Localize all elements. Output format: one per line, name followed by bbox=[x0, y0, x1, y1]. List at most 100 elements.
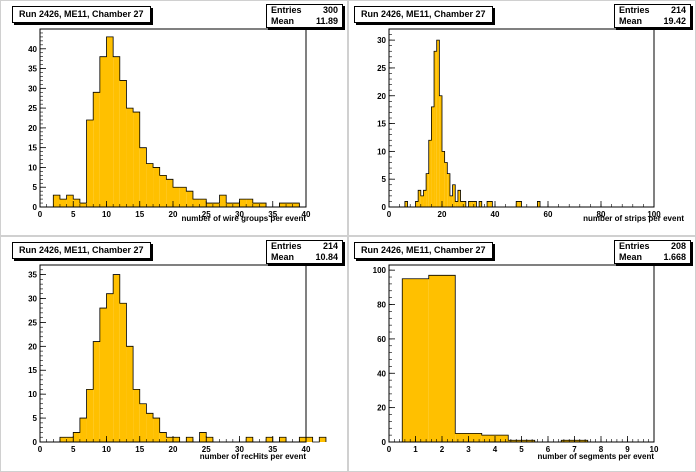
y-tick-label: 100 bbox=[373, 266, 387, 275]
x-tick-label: 10 bbox=[102, 210, 111, 219]
stats-value: 214 bbox=[322, 241, 338, 251]
stats-label: Mean bbox=[271, 16, 295, 26]
histogram-bar bbox=[139, 403, 147, 442]
y-tick-label: 15 bbox=[28, 144, 37, 153]
stats-value: 300 bbox=[322, 5, 338, 15]
y-tick-label: 15 bbox=[377, 120, 386, 129]
histogram-bar bbox=[106, 36, 114, 208]
y-tick-label: 0 bbox=[382, 438, 387, 447]
histogram-bar bbox=[489, 201, 493, 207]
histogram-bar bbox=[239, 199, 247, 207]
x-tick-label: 6 bbox=[546, 445, 551, 454]
histogram-bar bbox=[146, 163, 154, 207]
histogram-bar bbox=[166, 179, 173, 207]
histogram-bar bbox=[73, 432, 80, 442]
histogram-bar bbox=[146, 413, 154, 442]
y-tick-label: 20 bbox=[28, 124, 37, 133]
stats-label: Entries bbox=[271, 241, 302, 251]
histogram-title: Run 2426, ME11, Chamber 27 bbox=[354, 6, 493, 23]
histogram-bar bbox=[212, 203, 220, 207]
stats-value: 1.668 bbox=[663, 252, 686, 262]
stats-label: Entries bbox=[619, 241, 650, 251]
histogram-bar bbox=[53, 195, 60, 207]
histogram-bar bbox=[179, 187, 187, 207]
x-tick-label: 7 bbox=[572, 445, 577, 454]
stats-label: Mean bbox=[619, 252, 643, 262]
x-tick-label: 5 bbox=[519, 445, 524, 454]
y-tick-label: 5 bbox=[33, 414, 38, 423]
stats-box: Entries 214 Mean 10.84 bbox=[266, 240, 343, 264]
x-tick-label: 2 bbox=[440, 445, 445, 454]
panel-wire-groups: 0 5 10 15 20 25 30 35 40 0 5 10 15 20 25 30 35 40 Run 242… bbox=[0, 0, 348, 236]
y-tick-label: 40 bbox=[28, 45, 37, 54]
histogram-bar bbox=[93, 341, 100, 442]
stats-value: 214 bbox=[670, 5, 686, 15]
histogram-bar bbox=[106, 293, 114, 442]
histogram-bar bbox=[59, 199, 67, 207]
x-axis-label: number of segments per event bbox=[537, 452, 654, 461]
histogram-bar bbox=[402, 278, 429, 442]
histogram-bar bbox=[457, 190, 461, 207]
histogram-bar bbox=[306, 437, 313, 442]
y-tick-label: 60 bbox=[377, 335, 386, 344]
histogram-bar bbox=[455, 201, 458, 207]
y-tick-label: 10 bbox=[28, 390, 37, 399]
histogram-bar bbox=[119, 303, 127, 442]
histogram-bar bbox=[219, 195, 227, 207]
histogram-bar bbox=[518, 201, 522, 207]
histogram-title: Run 2426, ME11, Chamber 27 bbox=[354, 242, 493, 259]
x-tick-label: 15 bbox=[135, 210, 144, 219]
histogram-bar bbox=[79, 418, 87, 442]
histogram-bar bbox=[126, 346, 134, 442]
histogram-bar bbox=[99, 308, 107, 442]
histogram-bar bbox=[186, 437, 193, 442]
histogram-bar bbox=[442, 151, 445, 207]
histogram-bar bbox=[537, 201, 541, 207]
stats-box: Entries 214 Mean 19.42 bbox=[614, 4, 691, 28]
histogram-bar bbox=[86, 119, 94, 207]
y-tick-label: 30 bbox=[377, 36, 386, 45]
histogram-bar bbox=[439, 95, 442, 207]
histogram-bar bbox=[232, 203, 240, 207]
stats-label: Mean bbox=[271, 252, 295, 262]
x-tick-label: 1 bbox=[413, 445, 418, 454]
stats-label: Entries bbox=[619, 5, 650, 15]
stats-value: 19.42 bbox=[663, 16, 686, 26]
histogram-bar bbox=[133, 112, 140, 207]
plot-frame bbox=[40, 29, 306, 207]
histogram-bar bbox=[173, 437, 180, 442]
y-tick-label: 30 bbox=[28, 294, 37, 303]
x-axis-label: number of strips per event bbox=[583, 214, 684, 223]
histogram-bar bbox=[199, 199, 207, 207]
y-tick-label: 0 bbox=[33, 438, 38, 447]
x-axis-label: number of recHits per event bbox=[199, 452, 306, 461]
y-tick-label: 15 bbox=[28, 366, 37, 375]
histogram-bar bbox=[415, 201, 419, 207]
x-tick-label: 35 bbox=[268, 210, 277, 219]
histogram-bar bbox=[73, 199, 80, 207]
histogram-bar bbox=[159, 432, 167, 442]
histogram-bar bbox=[159, 175, 167, 207]
x-axis-label: number of wire groups per event bbox=[181, 214, 306, 223]
histogram-bar bbox=[113, 56, 120, 207]
histogram-bar bbox=[59, 437, 67, 442]
x-tick-label: 20 bbox=[169, 210, 178, 219]
histogram-bar bbox=[460, 201, 464, 207]
y-tick-label: 0 bbox=[382, 203, 387, 212]
x-tick-label: 35 bbox=[268, 445, 277, 454]
x-tick-label: 40 bbox=[302, 210, 311, 219]
histogram-outline bbox=[52, 36, 300, 208]
histogram-bar bbox=[452, 184, 456, 207]
stats-value: 208 bbox=[670, 241, 686, 251]
histogram-plot: 0 5 10 15 20 25 30 35 40 0 5 10 15 20 25 30 35 40 bbox=[0, 0, 348, 236]
histogram-bar bbox=[471, 201, 474, 207]
histogram-bar bbox=[426, 173, 429, 207]
histogram-bar bbox=[113, 274, 120, 442]
y-tick-label: 80 bbox=[377, 301, 386, 310]
histogram-bar bbox=[66, 437, 74, 442]
y-tick-label: 0 bbox=[33, 203, 38, 212]
histogram-bar bbox=[133, 389, 140, 442]
y-tick-label: 10 bbox=[28, 163, 37, 172]
histogram-bar bbox=[266, 437, 273, 442]
histogram-bar bbox=[468, 201, 472, 207]
